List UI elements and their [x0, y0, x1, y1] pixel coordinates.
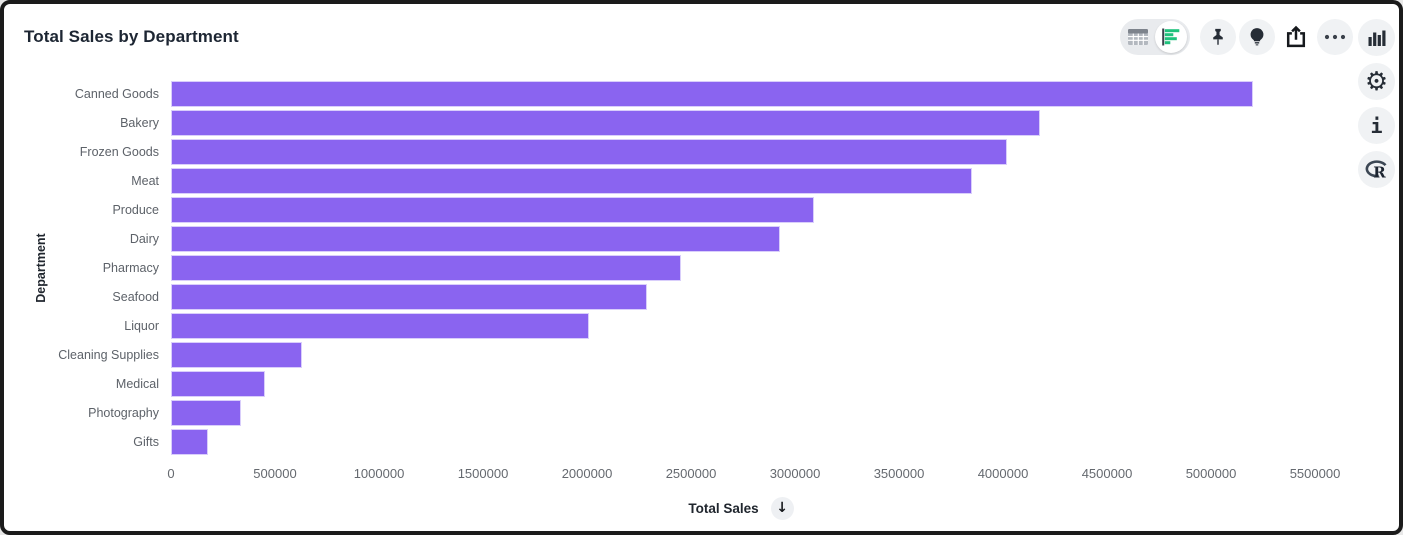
bar[interactable]	[171, 370, 265, 397]
bar-row: Pharmacy	[4, 253, 1399, 282]
side-rail: ⚙ i R	[1358, 19, 1396, 195]
r-logo-icon: R	[1365, 159, 1389, 181]
x-tick-label: 5000000	[1185, 466, 1237, 481]
bar-rows: Canned Goods Bakery Frozen Goods Meat Produc…	[4, 79, 1399, 456]
ellipsis-icon	[1324, 34, 1346, 40]
x-tick-label: 500000	[253, 466, 297, 481]
bar[interactable]	[171, 196, 814, 223]
category-label: Seafood	[112, 289, 159, 304]
bar-row: Gifts	[4, 427, 1399, 456]
bar-row: Medical	[4, 369, 1399, 398]
bar[interactable]	[171, 341, 303, 368]
bar-row: Liquor	[4, 311, 1399, 340]
svg-text:R: R	[1373, 163, 1386, 181]
bar-chart-icon	[1367, 28, 1387, 48]
pushpin-icon	[1207, 26, 1229, 48]
category-label: Liquor	[124, 318, 159, 333]
chart-view-toggle[interactable]	[1155, 21, 1187, 53]
bar[interactable]	[171, 80, 1253, 107]
category-label: Bakery	[120, 115, 159, 130]
x-tick-label: 3000000	[769, 466, 821, 481]
bar[interactable]	[171, 225, 781, 252]
bar[interactable]	[171, 399, 241, 426]
bar-row: Cleaning Supplies	[4, 340, 1399, 369]
bar[interactable]	[171, 312, 590, 339]
category-label: Produce	[112, 202, 159, 217]
x-tick-label: 1500000	[457, 466, 509, 481]
bar[interactable]	[171, 428, 209, 455]
x-tick-label: 4000000	[977, 466, 1029, 481]
x-tick-label: 3500000	[873, 466, 925, 481]
gear-icon: ⚙	[1364, 66, 1389, 97]
share-button[interactable]	[1278, 19, 1314, 55]
chart-title: Total Sales by Department	[24, 27, 239, 46]
x-axis-title: Total Sales	[688, 500, 759, 516]
bar[interactable]	[171, 167, 972, 194]
x-tick-label: 1000000	[353, 466, 405, 481]
category-label: Dairy	[129, 231, 159, 246]
bar[interactable]	[171, 138, 1008, 165]
share-export-icon	[1283, 24, 1309, 50]
pin-button[interactable]	[1200, 19, 1236, 55]
category-label: Meat	[131, 173, 159, 188]
table-icon	[1127, 28, 1149, 46]
info-button[interactable]: i	[1358, 107, 1395, 144]
category-label: Photography	[88, 405, 159, 420]
bar-row: Bakery	[4, 108, 1399, 137]
bar-row: Seafood	[4, 282, 1399, 311]
x-tick-label: 0	[167, 466, 175, 481]
x-tick-label: 5500000	[1289, 466, 1341, 481]
bar-row: Photography	[4, 398, 1399, 427]
bar-row: Canned Goods	[4, 79, 1399, 108]
bar-row: Meat	[4, 166, 1399, 195]
info-icon: i	[1370, 113, 1383, 138]
settings-button[interactable]: ⚙	[1358, 63, 1395, 100]
category-label: Gifts	[133, 434, 159, 449]
x-tick-label: 2500000	[665, 466, 717, 481]
category-label: Frozen Goods	[79, 144, 159, 159]
bar-row: Produce	[4, 195, 1399, 224]
lightbulb-icon	[1246, 26, 1268, 48]
header-toolbar	[1120, 18, 1353, 56]
category-label: Medical	[115, 376, 159, 391]
bar-row: Dairy	[4, 224, 1399, 253]
sort-direction-button[interactable]: ↓	[770, 496, 794, 520]
category-label: Canned Goods	[74, 86, 159, 101]
category-label: Cleaning Supplies	[58, 347, 159, 362]
table-view-toggle[interactable]	[1123, 22, 1153, 52]
category-label: Pharmacy	[102, 260, 159, 275]
x-axis-label-row: Total Sales ↓	[171, 496, 1311, 520]
r-logo-button[interactable]: R	[1358, 151, 1395, 188]
x-tick-label: 4500000	[1081, 466, 1133, 481]
x-axis-ticks: 0 500000 1000000 1500000 2000000 2500000 30000…	[4, 466, 1399, 482]
more-options-button[interactable]	[1317, 19, 1353, 55]
chart-panel-button[interactable]	[1358, 19, 1395, 56]
bar[interactable]	[171, 109, 1041, 136]
bar-row: Frozen Goods	[4, 137, 1399, 166]
insights-button[interactable]	[1239, 19, 1275, 55]
bar[interactable]	[171, 283, 648, 310]
x-tick-label: 2000000	[561, 466, 613, 481]
horizontal-bar-chart-icon	[1161, 27, 1181, 47]
view-toggle	[1120, 19, 1190, 55]
bar[interactable]	[171, 254, 681, 281]
